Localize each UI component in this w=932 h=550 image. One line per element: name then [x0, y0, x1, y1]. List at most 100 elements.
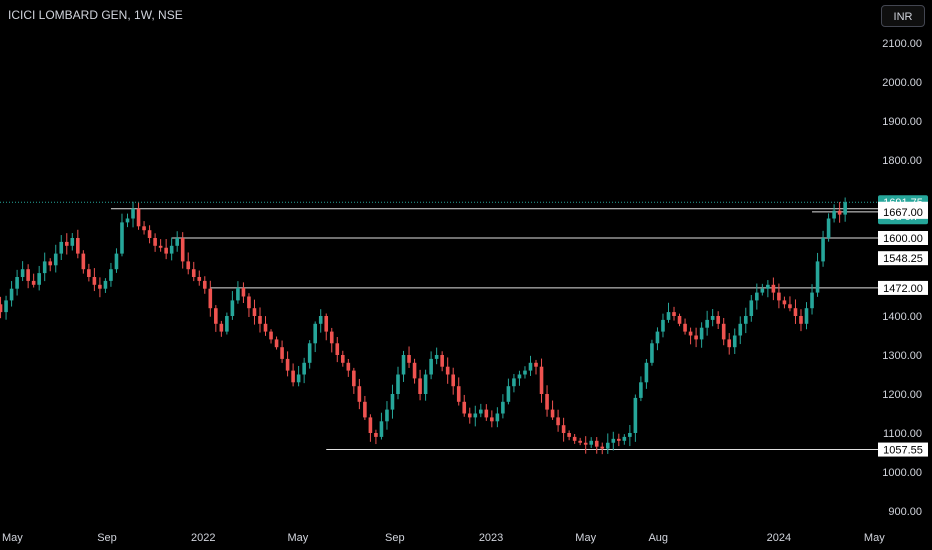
candle	[837, 202, 842, 223]
candle	[594, 437, 599, 454]
candle	[318, 309, 323, 333]
candle	[131, 201, 135, 228]
candle	[506, 378, 511, 405]
candle	[274, 336, 279, 350]
candle	[87, 263, 91, 282]
candle	[832, 204, 836, 223]
x-tick-label: Sep	[97, 532, 117, 544]
time-axis[interactable]: May Sep 2022 May Sep 2023 May Aug 2024 May	[2, 532, 885, 544]
candle	[661, 313, 665, 338]
candle	[169, 237, 174, 261]
candle	[26, 264, 30, 289]
x-tick-label: 2024	[767, 532, 791, 544]
candle	[335, 336, 340, 363]
level-price-tag: 1472.00	[878, 280, 928, 295]
candle	[153, 233, 157, 252]
candle	[639, 376, 643, 402]
candle	[793, 299, 798, 324]
candle	[501, 394, 505, 419]
y-tick-label: 900.00	[888, 506, 922, 518]
candles	[0, 197, 847, 455]
candle	[788, 296, 792, 312]
candle	[727, 333, 732, 355]
candle	[467, 407, 472, 424]
candle	[766, 280, 770, 298]
candle	[236, 281, 240, 304]
candle	[4, 295, 8, 320]
y-tick-label: 1800.00	[882, 155, 922, 167]
currency-button[interactable]: INR	[881, 5, 925, 27]
candle	[456, 377, 461, 406]
candle	[219, 320, 224, 337]
x-tick-label: May	[287, 532, 308, 544]
candle	[484, 404, 489, 421]
candle	[782, 296, 787, 309]
x-tick-label: May	[2, 532, 23, 544]
candle	[114, 248, 119, 273]
candle	[324, 313, 329, 341]
candle	[368, 414, 373, 442]
candle	[208, 280, 213, 317]
candle	[92, 268, 97, 292]
candle	[650, 339, 654, 366]
candle	[479, 403, 483, 418]
candle	[633, 394, 638, 442]
level-price-tag: 1548.25	[878, 251, 928, 266]
candle	[53, 244, 58, 273]
x-tick-label: 2022	[191, 532, 215, 544]
candle	[490, 410, 494, 428]
y-tick-label: 1300.00	[882, 350, 922, 362]
candle	[705, 310, 709, 336]
candle	[396, 366, 400, 400]
candle	[611, 431, 616, 451]
candle	[340, 350, 345, 367]
candle	[721, 317, 726, 346]
candle	[263, 316, 268, 336]
candle	[401, 350, 406, 382]
candle	[76, 229, 80, 259]
candle	[567, 430, 571, 441]
candle	[688, 327, 693, 345]
candle	[214, 305, 218, 332]
candle	[600, 442, 605, 455]
candle	[815, 252, 820, 297]
x-tick-label: May	[864, 532, 885, 544]
candle	[142, 221, 146, 235]
level-price-label: 1057.55	[883, 445, 923, 457]
candle	[589, 437, 594, 448]
candle	[390, 384, 395, 419]
candle	[109, 262, 113, 287]
x-tick-label: Aug	[648, 532, 668, 544]
candle	[357, 378, 362, 410]
level-price-tag: 1057.55	[878, 442, 928, 457]
candle	[605, 433, 610, 454]
candle	[197, 270, 202, 286]
candle	[755, 283, 759, 310]
level-price-tag: 1667.00	[878, 204, 928, 219]
price-axis[interactable]: 2100.00 2000.00 1900.00 1800.00 1400.00 1300.…	[882, 38, 922, 518]
candle	[434, 347, 439, 365]
candle	[821, 230, 825, 267]
candle	[666, 302, 671, 323]
candle	[528, 355, 533, 376]
candle	[103, 278, 108, 293]
candle	[59, 235, 64, 260]
level-price-tag: 1600.00	[878, 231, 928, 245]
chart-title: ICICI LOMBARD GEN, 1W, NSE	[8, 8, 183, 22]
candle	[440, 351, 444, 372]
candle	[31, 273, 36, 288]
x-tick-label: 2023	[479, 532, 503, 544]
candle	[777, 283, 781, 309]
candle	[523, 366, 527, 379]
y-tick-label: 2100.00	[882, 38, 922, 50]
candle	[385, 401, 389, 430]
y-tick-label: 1400.00	[882, 311, 922, 323]
candle	[749, 294, 754, 322]
candle	[9, 281, 14, 307]
level-price-label: 1472.00	[883, 283, 923, 295]
candle	[269, 329, 273, 344]
candle	[291, 363, 295, 387]
candle	[539, 358, 544, 403]
candle	[694, 327, 698, 348]
